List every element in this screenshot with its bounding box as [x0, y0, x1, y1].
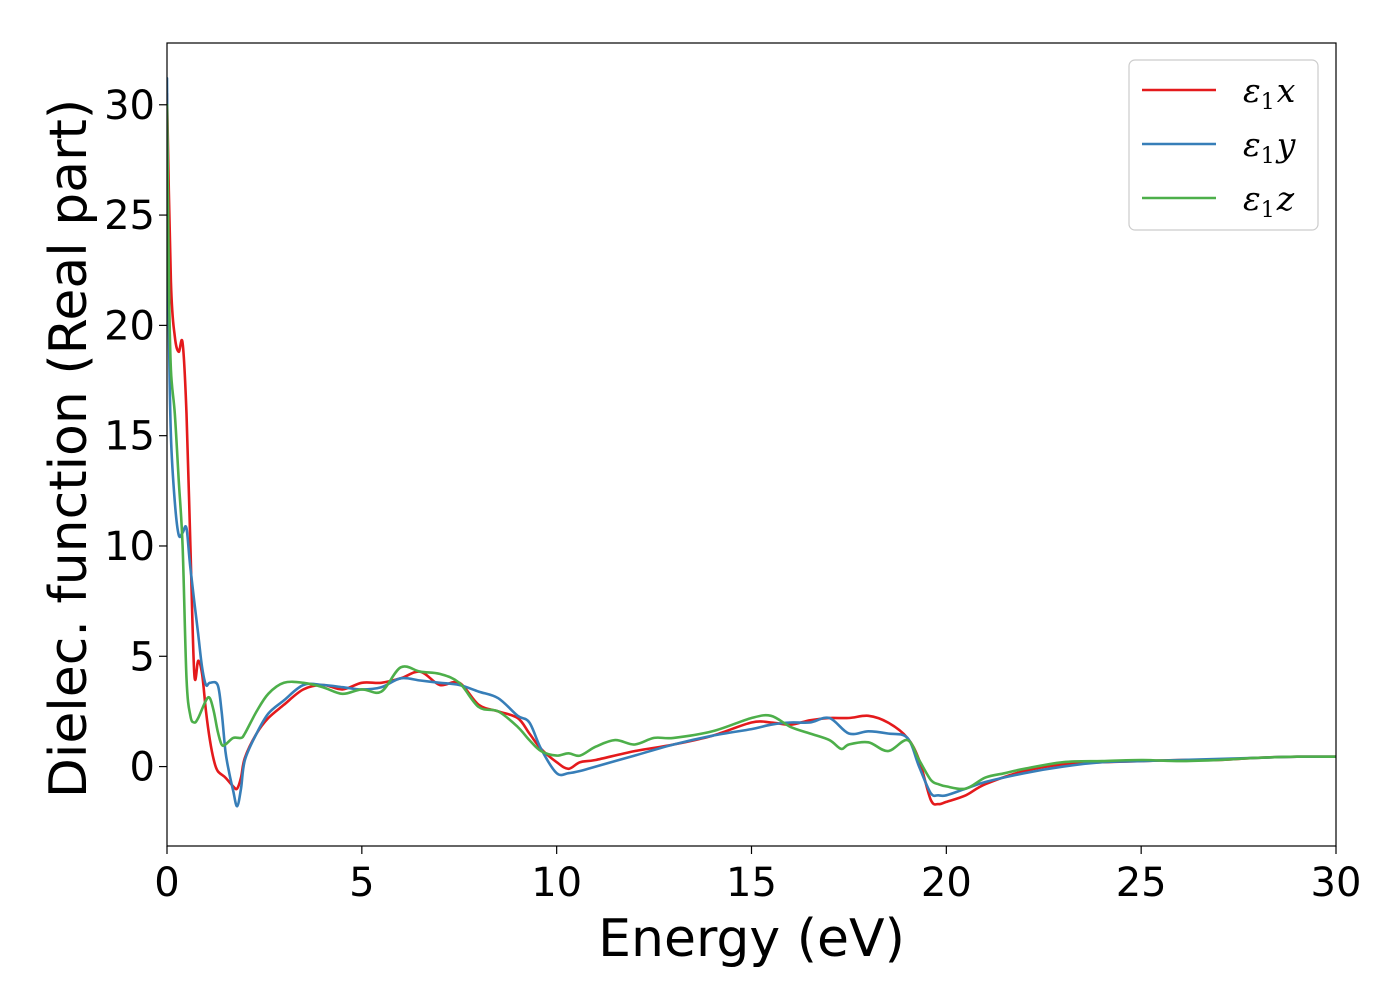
series-line-y	[167, 77, 1336, 808]
legend-label-x: ε1x	[1243, 71, 1296, 115]
x-axis-ticks: 0 5 10 15 20 25 30	[154, 846, 1361, 906]
y-axis-ticks: 0 5 10 15 20 25 30	[104, 83, 167, 791]
x-tick-label: 0	[154, 860, 179, 906]
legend-box	[1128, 59, 1319, 231]
y-tick-label: 5	[130, 634, 155, 680]
x-tick-label: 5	[349, 860, 374, 906]
y-tick-label: 15	[104, 414, 155, 460]
y-axis-label: Dielec. function (Real part)	[39, 99, 99, 798]
x-tick-label: 15	[726, 860, 777, 906]
x-tick-label: 25	[1116, 860, 1167, 906]
y-tick-label: 10	[104, 524, 155, 570]
legend-label-z: ε1z	[1243, 179, 1295, 223]
x-tick-label: 20	[921, 860, 972, 906]
y-tick-label: 0	[130, 745, 155, 791]
x-axis-label: Energy (eV)	[598, 909, 905, 969]
series-line-z	[167, 103, 1336, 791]
x-tick-label: 30	[1311, 860, 1362, 906]
y-tick-label: 25	[104, 193, 155, 239]
legend: ε1x ε1y ε1z	[1128, 59, 1319, 231]
x-tick-label: 10	[531, 860, 582, 906]
series-layer	[167, 77, 1336, 808]
y-tick-label: 30	[104, 83, 155, 129]
y-tick-label: 20	[104, 303, 155, 349]
legend-label-y: ε1y	[1243, 125, 1296, 169]
